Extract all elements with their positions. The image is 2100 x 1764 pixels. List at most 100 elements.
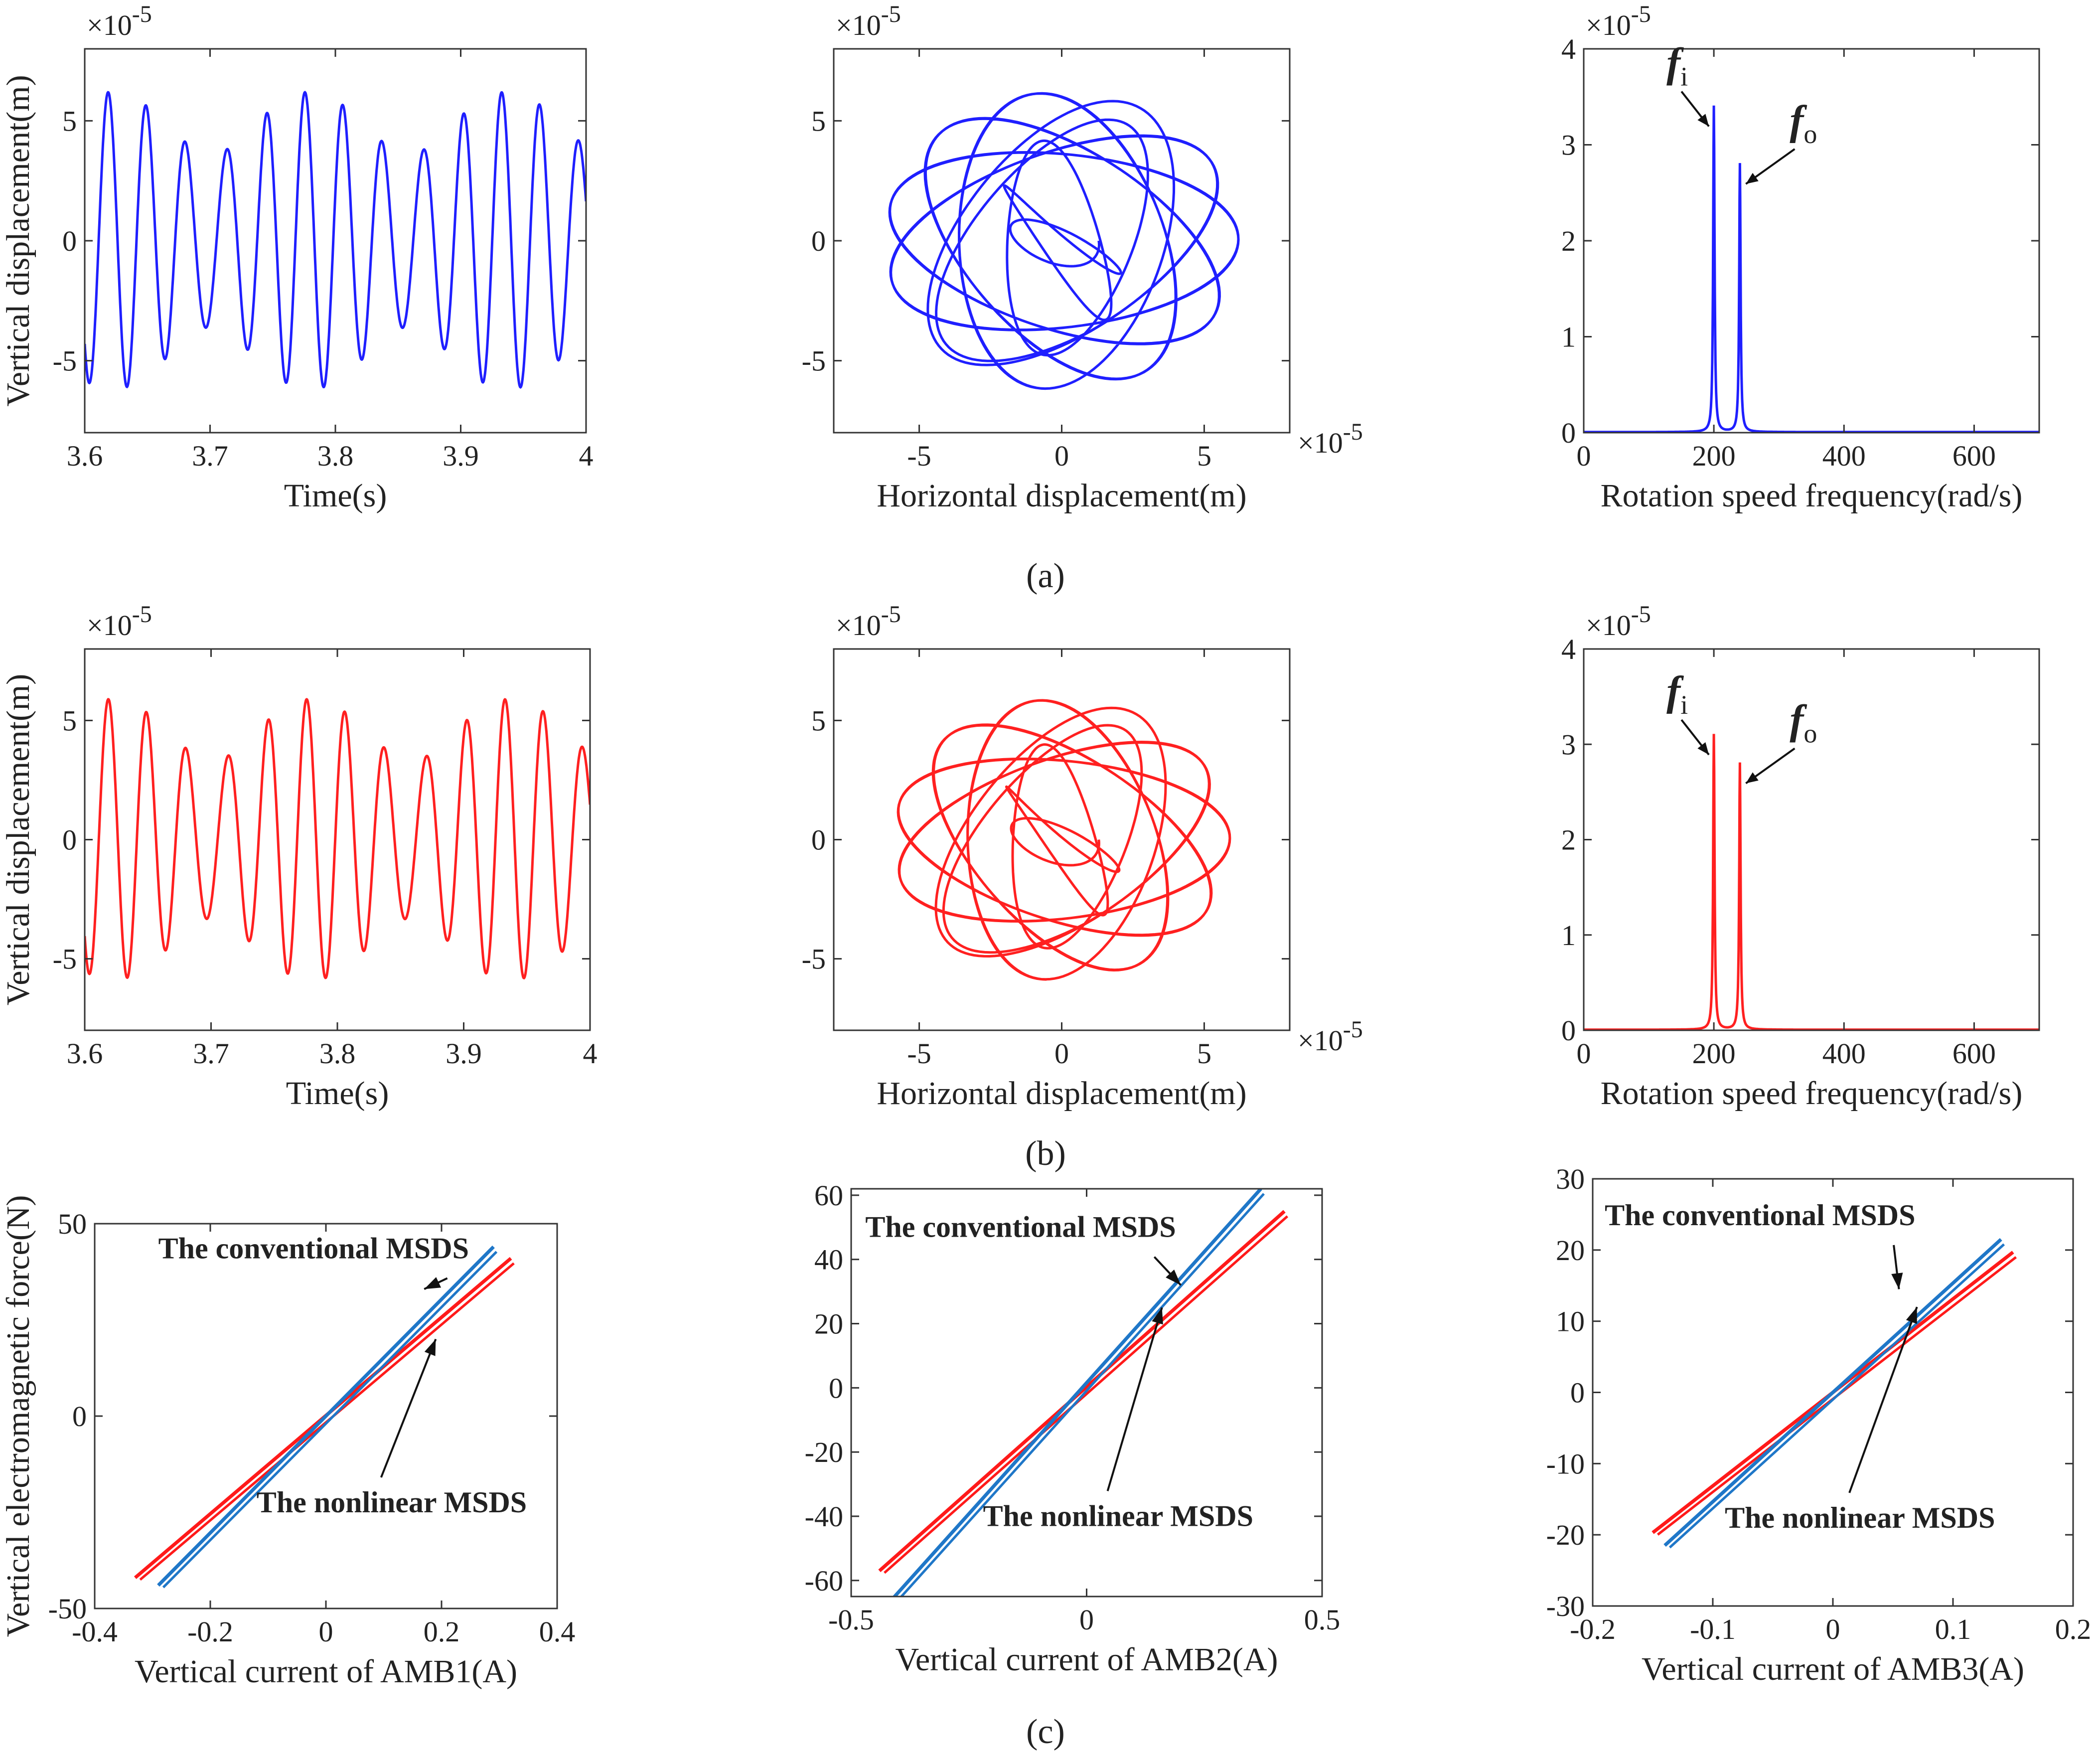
- y-tick-label: 0: [1561, 1014, 1576, 1047]
- x-tick-label: 3.6: [67, 440, 103, 472]
- x-tick-label: 3.7: [192, 440, 228, 472]
- annotation-nonlinear: The nonlinear MSDS: [1725, 1501, 1995, 1534]
- y-axis-label: Vertical electromagnetic force(N): [0, 1195, 36, 1637]
- y-tick-label: 30: [1556, 1163, 1585, 1195]
- y-tick-label: -30: [1546, 1590, 1585, 1622]
- x-tick-label: 600: [1952, 440, 1996, 472]
- x-tick-label: 0: [1577, 440, 1591, 472]
- series-line-0: [888, 92, 1240, 390]
- plot-a1: 3.6 3.7 3.8 3.9 4 -5 0 5 ×10-5 Time(s) Vertical di…: [0, 1, 594, 514]
- series-group: [888, 92, 1240, 390]
- y-tick-label: 0: [1570, 1377, 1585, 1409]
- x-tick-label: 0.2: [2055, 1613, 2092, 1645]
- y-exponent-label: ×10-5: [1586, 601, 1651, 641]
- y-tick-label: 20: [1556, 1234, 1585, 1267]
- annotation-conventional: The conventional MSDS: [1605, 1199, 1915, 1232]
- x-tick-label: 600: [1952, 1037, 1996, 1070]
- y-tick-label: -40: [805, 1500, 843, 1533]
- y-tick-label: 4: [1561, 633, 1576, 665]
- x-tick-label: 3.8: [319, 1037, 356, 1070]
- y-tick-label: 3: [1561, 728, 1576, 761]
- annotation-arrow-head: [424, 1339, 436, 1356]
- x-tick-label: 5: [1197, 1037, 1211, 1070]
- annotation-arrow-head: [1166, 1269, 1181, 1285]
- y-exponent-label: ×10-5: [836, 1, 901, 41]
- plot-a2: -5 0 5 -5 0 5 ×10-5 ×10-5 Horizontal displacemen…: [802, 1, 1363, 514]
- x-tick-label: 0.1: [1935, 1613, 1971, 1645]
- x-tick-label: 0: [1079, 1604, 1094, 1636]
- x-tick-label: -0.4: [72, 1615, 118, 1648]
- series-line-0: [897, 699, 1231, 981]
- annotation-arrow-head: [424, 1277, 442, 1289]
- peak-arrow-head: [1697, 742, 1709, 755]
- series-line-1-return: [162, 1251, 498, 1589]
- y-tick-label: -20: [1546, 1519, 1585, 1551]
- series-group: [897, 699, 1231, 981]
- annotation-conventional: The conventional MSDS: [865, 1211, 1176, 1244]
- y-tick-label: 0: [811, 225, 826, 257]
- y-tick-label: -5: [802, 943, 826, 975]
- y-tick-label: 50: [58, 1208, 87, 1240]
- x-tick-label: 0.4: [539, 1615, 576, 1648]
- y-tick-label: 4: [1561, 33, 1576, 65]
- panel-label-c: (c): [1026, 1713, 1065, 1751]
- y-tick-label: 40: [814, 1244, 843, 1276]
- peak-label-i: fi: [1666, 668, 1688, 720]
- x-tick-label: 0.5: [1304, 1604, 1341, 1636]
- plot-c3: -0.2 -0.1 0 0.1 0.2 -30 -20 -10 0 10 20 30 Vertical …: [1546, 1163, 2092, 1687]
- annotation-arrow: [380, 1338, 437, 1478]
- x-axis-label: Horizontal displacement(m): [877, 1075, 1246, 1112]
- y-tick-label: 0: [62, 824, 77, 856]
- x-tick-label: 4: [579, 440, 594, 472]
- x-tick-label: 200: [1692, 440, 1736, 472]
- plot-c1: -0.4 -0.2 0 0.2 0.4 -50 0 50 Vertical current of…: [0, 1195, 575, 1690]
- x-axis-label: Time(s): [284, 478, 387, 514]
- series-line-1-return: [1668, 1243, 2005, 1549]
- x-axis-label: Rotation speed frequency(rad/s): [1601, 1075, 2023, 1112]
- y-exponent-label: ×10-5: [87, 1, 152, 41]
- y-tick-label: 0: [811, 824, 826, 856]
- plot-b1: 3.6 3.7 3.8 3.9 4 -5 0 5 ×10-5 Time(s) Vertical di…: [0, 601, 598, 1112]
- y-tick-label: 5: [811, 704, 826, 737]
- annotation-conventional: The conventional MSDS: [158, 1232, 469, 1265]
- x-tick-label: -0.1: [1690, 1613, 1736, 1645]
- panel-label-b: (b): [1025, 1134, 1066, 1173]
- y-tick-label: 0: [72, 1400, 87, 1433]
- x-tick-label: 3.9: [443, 440, 479, 472]
- plot-frame: [1583, 648, 2040, 1031]
- series-line-0: [1584, 105, 2039, 433]
- peak-arrow-head: [1746, 772, 1759, 784]
- series-line-1-return: [900, 1193, 1265, 1597]
- x-tick-label: 4: [583, 1037, 598, 1070]
- y-tick-label: -50: [48, 1593, 87, 1625]
- y-tick-label: 0: [1561, 417, 1576, 449]
- x-tick-label: 3.9: [446, 1037, 482, 1070]
- y-tick-label: 2: [1561, 824, 1576, 856]
- annotation-nonlinear: The nonlinear MSDS: [983, 1499, 1253, 1532]
- y-tick-label: -10: [1546, 1447, 1585, 1480]
- series-line-0: [878, 1210, 1286, 1573]
- x-tick-label: -0.2: [187, 1615, 233, 1648]
- x-axis-label: Time(s): [286, 1075, 389, 1112]
- plot-c2: -0.5 0 0.5 -60 -40 -20 0 20 40 60 Vertical current…: [805, 1179, 1341, 1678]
- series-group: [878, 1189, 1289, 1597]
- plot-b2: -5 0 5 -5 0 5 ×10-5 ×10-5 Horizontal displacemen…: [802, 601, 1363, 1112]
- x-axis-label: Vertical current of AMB1(A): [135, 1653, 517, 1690]
- series-group: [85, 91, 586, 389]
- series-line-1: [892, 1189, 1262, 1597]
- y-tick-label: 2: [1561, 225, 1576, 257]
- series-line-1: [1663, 1238, 2002, 1547]
- x-tick-label: -0.2: [1570, 1613, 1616, 1645]
- series-line-0-return: [884, 1215, 1289, 1574]
- plot-frame: [833, 648, 1291, 1031]
- peak-label-o: fo: [1790, 697, 1817, 749]
- x-tick-label: 200: [1692, 1037, 1736, 1070]
- series-group: [1584, 105, 2039, 433]
- series-group: [134, 1245, 515, 1589]
- y-tick-label: -5: [53, 345, 77, 377]
- x-axis-label: Rotation speed frequency(rad/s): [1601, 478, 2023, 514]
- y-axis-label: Vertical displacement(m): [0, 75, 36, 406]
- x-exponent-label: ×10-5: [1298, 419, 1363, 459]
